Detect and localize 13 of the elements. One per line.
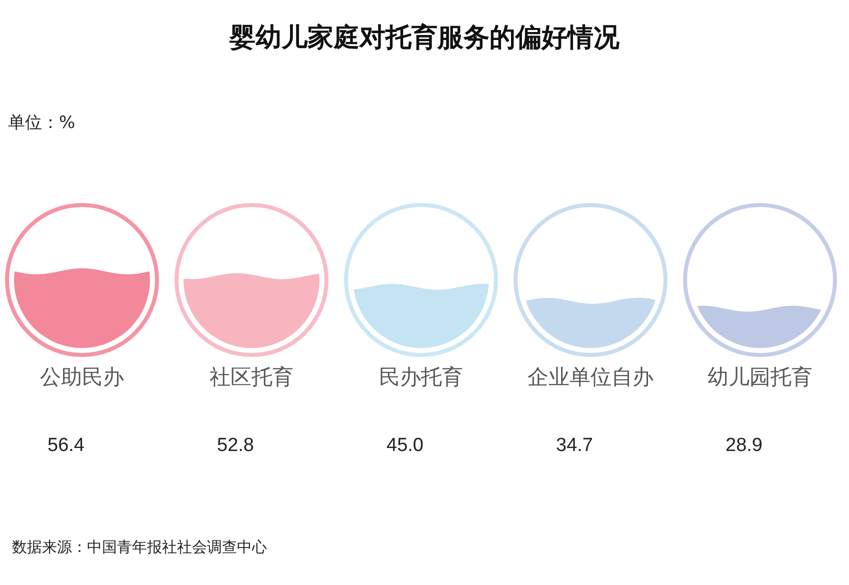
data-label: 28.9 bbox=[726, 435, 762, 456]
data-label: 45.0 bbox=[386, 435, 424, 456]
data-label: 34.7 bbox=[556, 435, 593, 456]
category-label: 民办托育 bbox=[379, 365, 463, 389]
category-label: 社区托育 bbox=[210, 365, 294, 389]
data-label: 56.4 bbox=[48, 435, 85, 456]
text: 婴幼儿家庭对托育服务的偏好情况 bbox=[228, 22, 620, 53]
category-label: 幼儿园托育 bbox=[708, 365, 812, 389]
source-note: 数据来源：中国青年报社社会调查中心 bbox=[12, 538, 267, 556]
text: 单位：% bbox=[8, 113, 76, 133]
category-label: 公助民办 bbox=[40, 365, 124, 389]
data-label: 52.8 bbox=[217, 435, 254, 456]
category-label: 企业单位自办 bbox=[528, 365, 654, 389]
